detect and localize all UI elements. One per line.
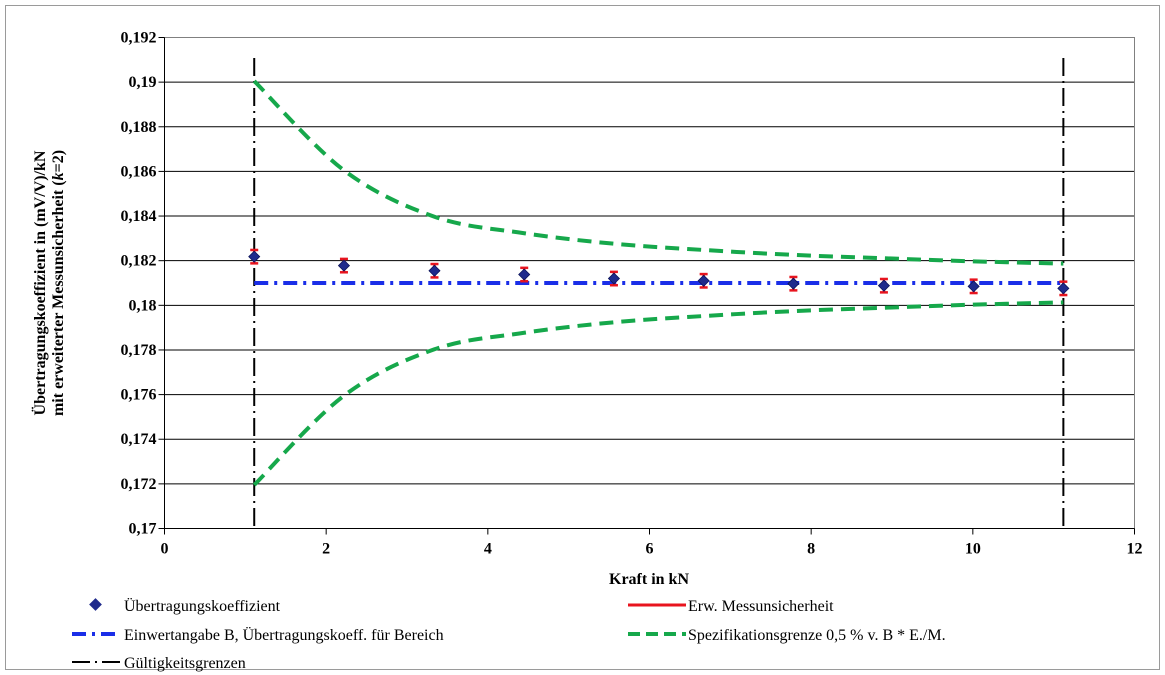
spec-upper-curve: [252, 79, 1064, 266]
spec-lower-curve: [252, 300, 1064, 487]
legend-label-mean: Einwertangabe B, Übertragungskoeff. für …: [124, 626, 444, 644]
legend-item-points: Übertragungskoeffizient: [89, 597, 281, 615]
y-axis-title-line1: Übertragungskoeffizient in (mV/V)/kN: [31, 150, 49, 415]
y-tick-label: 0,172: [121, 476, 157, 493]
data-point: [337, 259, 351, 272]
legend-label-errorbars: Erw. Messunsicherheit: [688, 598, 834, 615]
grid-lines: [164, 81, 1135, 485]
y-tick-label: 0,19: [129, 74, 157, 91]
y-tick-label: 0,182: [121, 253, 157, 270]
legend-item-errorbars: Erw. Messunsicherheit: [628, 598, 834, 615]
x-axis-title: Kraft in kN: [609, 571, 689, 588]
y-tick-label: 0,18: [129, 297, 157, 314]
x-tick-label: 6: [646, 541, 654, 558]
x-tick-label: 8: [807, 541, 815, 558]
chart-frame: [5, 5, 1160, 670]
legend-label-points: Übertragungskoeffizient: [124, 597, 281, 615]
legend-label-spec: Spezifikationsgrenze 0,5 % v. B * E./M.: [688, 627, 946, 644]
data-point: [697, 274, 710, 287]
legend-item-spec: Spezifikationsgrenze 0,5 % v. B * E./M.: [628, 627, 946, 644]
data-point: [877, 279, 890, 292]
data-point: [518, 268, 531, 281]
data-point: [1057, 282, 1070, 295]
legend-point-swatch: [89, 598, 102, 611]
y-axis-ticks: 0,17 0,172 0,174 0,176 0,178 0,18 0,182 0,184 0,…: [121, 30, 165, 538]
y-tick-label: 0,178: [121, 342, 157, 359]
x-tick-label: 0: [161, 541, 169, 558]
data-point: [248, 250, 261, 263]
y-tick-label: 0,188: [121, 119, 157, 136]
x-tick-label: 12: [1127, 541, 1143, 558]
y-tick-label: 0,17: [129, 521, 157, 538]
error-bars: [250, 248, 1068, 297]
y-axis-title: Übertragungskoeffizient in (mV/V)/kN mit…: [31, 150, 67, 416]
y-tick-label: 0,176: [121, 387, 157, 404]
y-tick-label: 0,174: [121, 431, 157, 448]
y-tick-label: 0,186: [121, 163, 157, 180]
y-tick-label: 0,192: [121, 30, 157, 47]
legend: Übertragungskoeffizient Erw. Messunsiche…: [72, 597, 946, 672]
data-point: [967, 280, 980, 293]
legend-item-mean: Einwertangabe B, Übertragungskoeff. für …: [72, 626, 444, 644]
legend-item-validity: Gültigkeitsgrenzen: [72, 655, 246, 672]
data-point: [787, 277, 800, 290]
x-tick-label: 10: [965, 541, 981, 558]
legend-label-validity: Gültigkeitsgrenzen: [124, 655, 246, 672]
validity-lines: [253, 58, 1065, 527]
spec-limit-curves: [252, 79, 1064, 487]
x-axis-ticks: 0 2 4 6 8 10 12: [161, 528, 1143, 558]
y-axis-title-line2: mit erweiterter Messunsicherheit (k=2): [50, 150, 67, 416]
x-tick-label: 4: [484, 541, 492, 558]
data-point: [607, 272, 620, 285]
data-points: [248, 250, 1070, 295]
x-tick-label: 2: [322, 541, 330, 558]
data-point: [428, 264, 441, 277]
y-tick-label: 0,184: [121, 208, 157, 225]
